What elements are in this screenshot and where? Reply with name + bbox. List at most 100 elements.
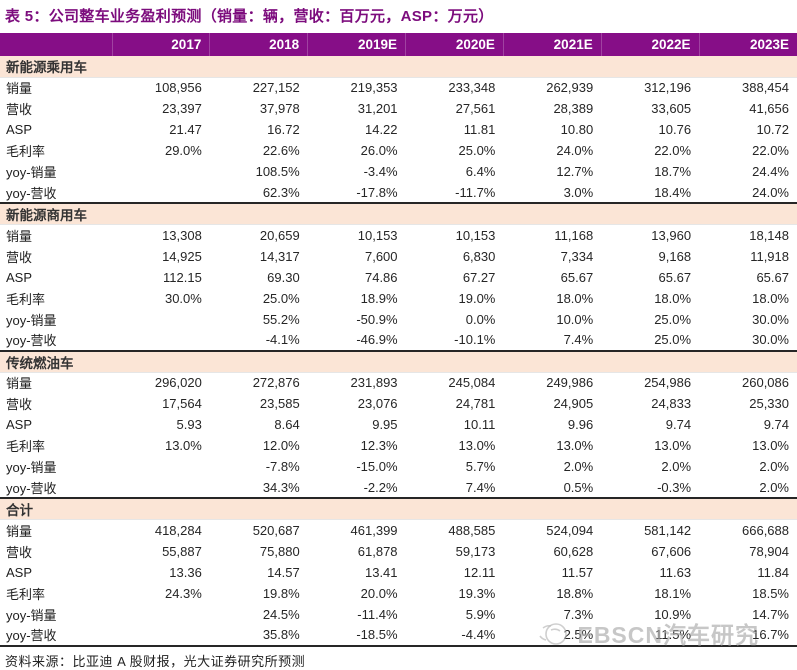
row-label: ASP xyxy=(6,564,33,580)
cell-value: 312,196 xyxy=(644,80,692,96)
cell-value: 24,833 xyxy=(651,396,692,411)
cell-value: 23,585 xyxy=(259,396,300,411)
cell-value: 7.4% xyxy=(405,477,504,499)
forecast-table: 2017 2018 2019E 2020E 2021E 2022E 2023E … xyxy=(0,33,797,647)
cell-value: 10.80 xyxy=(560,122,594,137)
cell-value: 245,084 xyxy=(448,375,496,391)
cell-value xyxy=(112,309,210,330)
cell-value: 28,389 xyxy=(553,101,594,116)
table-row: 营收 14,925 14,317 7,600 6,830 7,334 9,168 11,918 xyxy=(0,246,797,267)
row-label: 销量 xyxy=(6,81,33,97)
row-label: 毛利率 xyxy=(6,291,46,307)
cell-value: 7.3% xyxy=(563,606,594,622)
table-row: 毛利率 13.0% 12.0% 12.3% 13.0% 13.0% 13.0% 13.0% xyxy=(0,435,797,456)
section-header-row-3: 合计 xyxy=(0,498,797,520)
cell-value: 78,904 xyxy=(749,543,789,559)
year-header-2023e: 2023E xyxy=(698,33,797,56)
cell-value: 14,317 xyxy=(259,248,300,264)
cell-value: 5.7% xyxy=(465,459,496,474)
table-row: yoy-销量 55.2% -50.9% 0.0% 10.0% 25.0% 30.0% xyxy=(0,309,797,330)
row-label: yoy-销量 xyxy=(6,607,57,623)
cell-value: 12.3% xyxy=(360,438,398,453)
row-label: yoy-销量 xyxy=(6,165,57,180)
cell-value: 9.95 xyxy=(372,417,398,432)
cell-value: 14,925 xyxy=(162,248,202,264)
row-label: 营收 xyxy=(6,102,33,117)
cell-value: -50.9% xyxy=(356,311,398,327)
cell-value: 9.96 xyxy=(567,417,594,432)
cell-value: 41,656 xyxy=(749,101,789,116)
cell-value: 18.9% xyxy=(360,290,398,306)
cell-value: 12.11 xyxy=(463,564,496,580)
cell-value: 27,561 xyxy=(455,101,496,116)
cell-value: 33,605 xyxy=(651,101,692,116)
cell-value: -15.0% xyxy=(356,459,398,474)
year-header-2021e: 2021E xyxy=(502,33,602,56)
cell-value: 10.76 xyxy=(658,122,692,137)
cell-value: 20.0% xyxy=(360,585,398,601)
cell-value: 13.41 xyxy=(364,564,398,580)
cell-value: 16.7% xyxy=(699,624,797,647)
cell-value: 666,688 xyxy=(742,522,789,538)
cell-value: 296,020 xyxy=(154,375,202,391)
cell-value: 24,781 xyxy=(455,396,496,411)
cell-value: 231,893 xyxy=(350,375,398,391)
cell-value: 581,142 xyxy=(644,522,692,538)
cell-value: 30.0% xyxy=(752,311,789,327)
table-row: ASP 112.15 69.30 74.86 67.27 65.67 65.67 65.67 xyxy=(0,267,797,288)
cell-value: 11.63 xyxy=(659,564,692,580)
cell-value: 18.0% xyxy=(654,290,692,306)
cell-value: 25,330 xyxy=(749,396,789,411)
cell-value: 13.0% xyxy=(164,438,202,453)
year-header-2017: 2017 xyxy=(111,33,210,56)
cell-value: 7.4% xyxy=(503,329,602,352)
cell-value: 6,830 xyxy=(462,248,496,264)
cell-value: 418,284 xyxy=(154,522,202,538)
cell-value: 18.7% xyxy=(654,164,692,179)
cell-value: 18.1% xyxy=(654,585,692,601)
cell-value: -4.4% xyxy=(405,624,504,647)
cell-value: 11.57 xyxy=(561,564,594,580)
cell-value: 59,173 xyxy=(455,543,496,559)
cell-value: 24.4% xyxy=(752,164,789,179)
row-label: 销量 xyxy=(6,523,33,539)
table-row: yoy-营收 62.3% -17.8% -11.7% 3.0% 18.4% 24.0% xyxy=(0,182,797,204)
cell-value: 14.57 xyxy=(267,564,300,580)
row-label: yoy-销量 xyxy=(6,312,57,328)
cell-value: 22.6% xyxy=(262,143,300,158)
cell-value: 11.84 xyxy=(757,564,789,580)
cell-value: 2.5% xyxy=(503,624,602,647)
cell-value: -2.2% xyxy=(307,477,406,499)
cell-value: 19.8% xyxy=(262,585,300,601)
table-row: ASP 21.47 16.72 14.22 11.81 10.80 10.76 10.72 xyxy=(0,119,797,140)
cell-value: 9.74 xyxy=(665,417,692,432)
cell-value: 13,960 xyxy=(651,227,692,243)
table-row: yoy-营收 -4.1% -46.9% -10.1% 7.4% 25.0% 30.0% xyxy=(0,329,797,352)
cell-value: -46.9% xyxy=(307,329,406,352)
cell-value: -4.1% xyxy=(209,329,308,352)
table-row: 销量 108,956 227,152 219,353 233,348 262,939 312… xyxy=(0,77,797,98)
section-header-row-2: 传统燃油车 xyxy=(0,350,797,373)
cell-value: 254,986 xyxy=(644,375,692,391)
cell-value: 10.0% xyxy=(556,311,594,327)
cell-value: 5.9% xyxy=(465,606,496,622)
cell-value: 233,348 xyxy=(448,80,496,96)
cell-value: 23,076 xyxy=(357,396,398,411)
cell-value: 2.0% xyxy=(759,459,789,474)
cell-value: 24.0% xyxy=(556,143,594,158)
cell-value: 62.3% xyxy=(209,182,308,204)
cell-value: 7,600 xyxy=(364,248,398,264)
row-label: yoy-营收 xyxy=(0,624,112,647)
cell-value: 67.27 xyxy=(462,269,496,285)
cell-value xyxy=(112,182,210,204)
cell-value: 61,878 xyxy=(357,543,398,559)
table-row: yoy-销量 24.5% -11.4% 5.9% 7.3% 10.9% 14.7% xyxy=(0,604,797,625)
cell-value: 67,606 xyxy=(651,543,692,559)
cell-value: 12.0% xyxy=(262,438,300,453)
section-header-row-1: 新能源商用车 xyxy=(0,203,797,225)
source-note: 资料来源：比亚迪 A 股财报，光大证券研究所预测 xyxy=(5,653,306,669)
cell-value: 12.7% xyxy=(556,164,594,179)
cell-value: 112.15 xyxy=(163,269,202,285)
year-header-2019e: 2019E xyxy=(307,33,406,56)
cell-value: 55,887 xyxy=(162,543,202,559)
